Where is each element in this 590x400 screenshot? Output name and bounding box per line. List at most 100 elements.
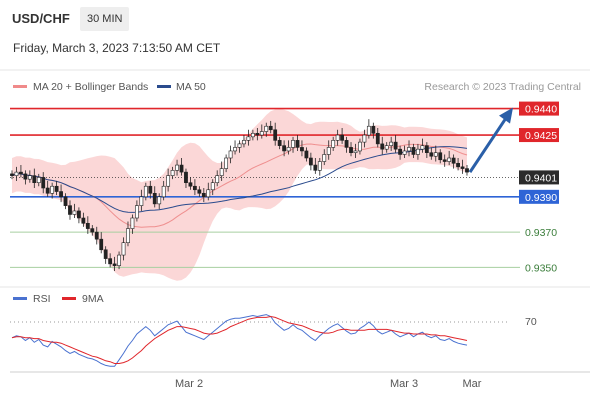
candle-body: [277, 140, 282, 146]
rsi-legend-label: RSI: [33, 293, 51, 305]
candle-body: [10, 173, 14, 176]
candle-body: [45, 187, 50, 194]
candle-body: [143, 185, 148, 198]
candle-body: [282, 145, 287, 152]
candle-body: [465, 168, 469, 173]
candle-body: [219, 168, 224, 176]
candle-body: [416, 148, 420, 155]
candle-body: [148, 185, 153, 194]
candle-body: [407, 147, 411, 152]
candle-body: [273, 129, 278, 141]
ma9-legend-label: 9MA: [82, 293, 104, 305]
candle-body: [438, 152, 443, 161]
candle-body: [237, 143, 242, 148]
candle-body: [161, 185, 166, 198]
candle-body: [340, 134, 344, 141]
candle-body: [291, 140, 295, 148]
candle-body: [14, 171, 19, 176]
ma50-line: [11, 146, 468, 213]
candle-body: [389, 141, 394, 146]
candle-body: [90, 228, 95, 233]
candle-body: [77, 210, 81, 219]
candle-body: [139, 196, 144, 206]
bollinger-band-fill: [12, 109, 467, 281]
forecast-arrow: [468, 107, 513, 173]
candle-body: [215, 175, 220, 184]
candle-body: [371, 125, 376, 134]
candle-body: [50, 185, 55, 194]
candle-body: [362, 134, 367, 143]
level-label-0.9401: 0.9401: [525, 172, 557, 184]
instrument-title: USD/CHF: [12, 11, 70, 26]
candle-body: [224, 157, 229, 169]
level-tag-0.9401: [519, 170, 559, 185]
candle-body: [353, 150, 358, 154]
x-tick-mar: Mar: [463, 378, 482, 390]
rsi-level-70-label: 70: [525, 316, 537, 328]
candle-body: [411, 147, 416, 155]
candle-body: [36, 177, 41, 184]
candle-body: [184, 171, 188, 184]
level-label-0.9425: 0.9425: [525, 130, 557, 142]
candle-body: [228, 150, 233, 159]
candle-body: [326, 147, 331, 155]
candle-body: [304, 150, 309, 159]
candle-body: [175, 164, 179, 171]
candlesticks: [10, 119, 469, 271]
ma50-legend-swatch: [157, 85, 171, 88]
candle-body: [259, 131, 264, 136]
candle-body: [72, 210, 77, 215]
candle-body: [152, 192, 157, 205]
candle-body: [295, 140, 300, 148]
candle-body: [451, 157, 456, 164]
candle-body: [157, 196, 162, 205]
bb-legend-swatch: [13, 85, 27, 88]
candle-body: [420, 145, 425, 150]
candle-body: [41, 177, 46, 189]
candle-body: [393, 141, 398, 150]
candle-body: [447, 157, 452, 162]
candle-body: [130, 217, 135, 229]
level-label-0.9370: 0.9370: [525, 227, 557, 239]
candle-body: [322, 154, 327, 162]
candle-body: [85, 222, 90, 229]
candle-body: [313, 164, 318, 171]
level-label-0.9390: 0.9390: [525, 192, 557, 204]
level-label-0.9440: 0.9440: [525, 104, 557, 116]
timeframe-badge[interactable]: 30 MIN: [80, 7, 130, 31]
candle-body: [188, 182, 193, 187]
level-tag-0.9390: [519, 189, 559, 204]
candle-body: [117, 254, 121, 266]
candle-body: [210, 182, 215, 191]
candle-body: [27, 175, 32, 180]
bollinger-bands: [12, 109, 467, 281]
ma9-legend-swatch: [62, 297, 76, 300]
candle-body: [126, 228, 130, 244]
candle-body: [300, 147, 304, 152]
candle-body: [59, 191, 63, 198]
x-tick-mar-3: Mar 3: [390, 378, 418, 390]
candle-body: [197, 189, 202, 194]
candle-body: [264, 125, 269, 132]
candle-body: [380, 143, 385, 150]
forecast-arrow-head: [499, 107, 513, 124]
timestamp: Friday, March 3, 2023 7:13:50 AM CET: [13, 41, 221, 55]
candle-body: [424, 145, 429, 154]
candle-body: [94, 231, 99, 240]
candle-body: [81, 217, 86, 224]
candle-body: [201, 192, 206, 198]
candle-body: [112, 263, 117, 266]
candle-body: [456, 162, 460, 168]
level-tag-0.9440: [519, 101, 559, 116]
candle-body: [308, 157, 313, 166]
level-label-0.9350: 0.9350: [525, 262, 557, 274]
candle-body: [268, 125, 273, 131]
candle-body: [366, 125, 371, 136]
candle-body: [23, 173, 28, 180]
candle-body: [250, 132, 255, 138]
candle-body: [375, 132, 380, 145]
candle-body: [246, 136, 251, 141]
candle-body: [68, 205, 72, 215]
candle-body: [349, 147, 353, 154]
